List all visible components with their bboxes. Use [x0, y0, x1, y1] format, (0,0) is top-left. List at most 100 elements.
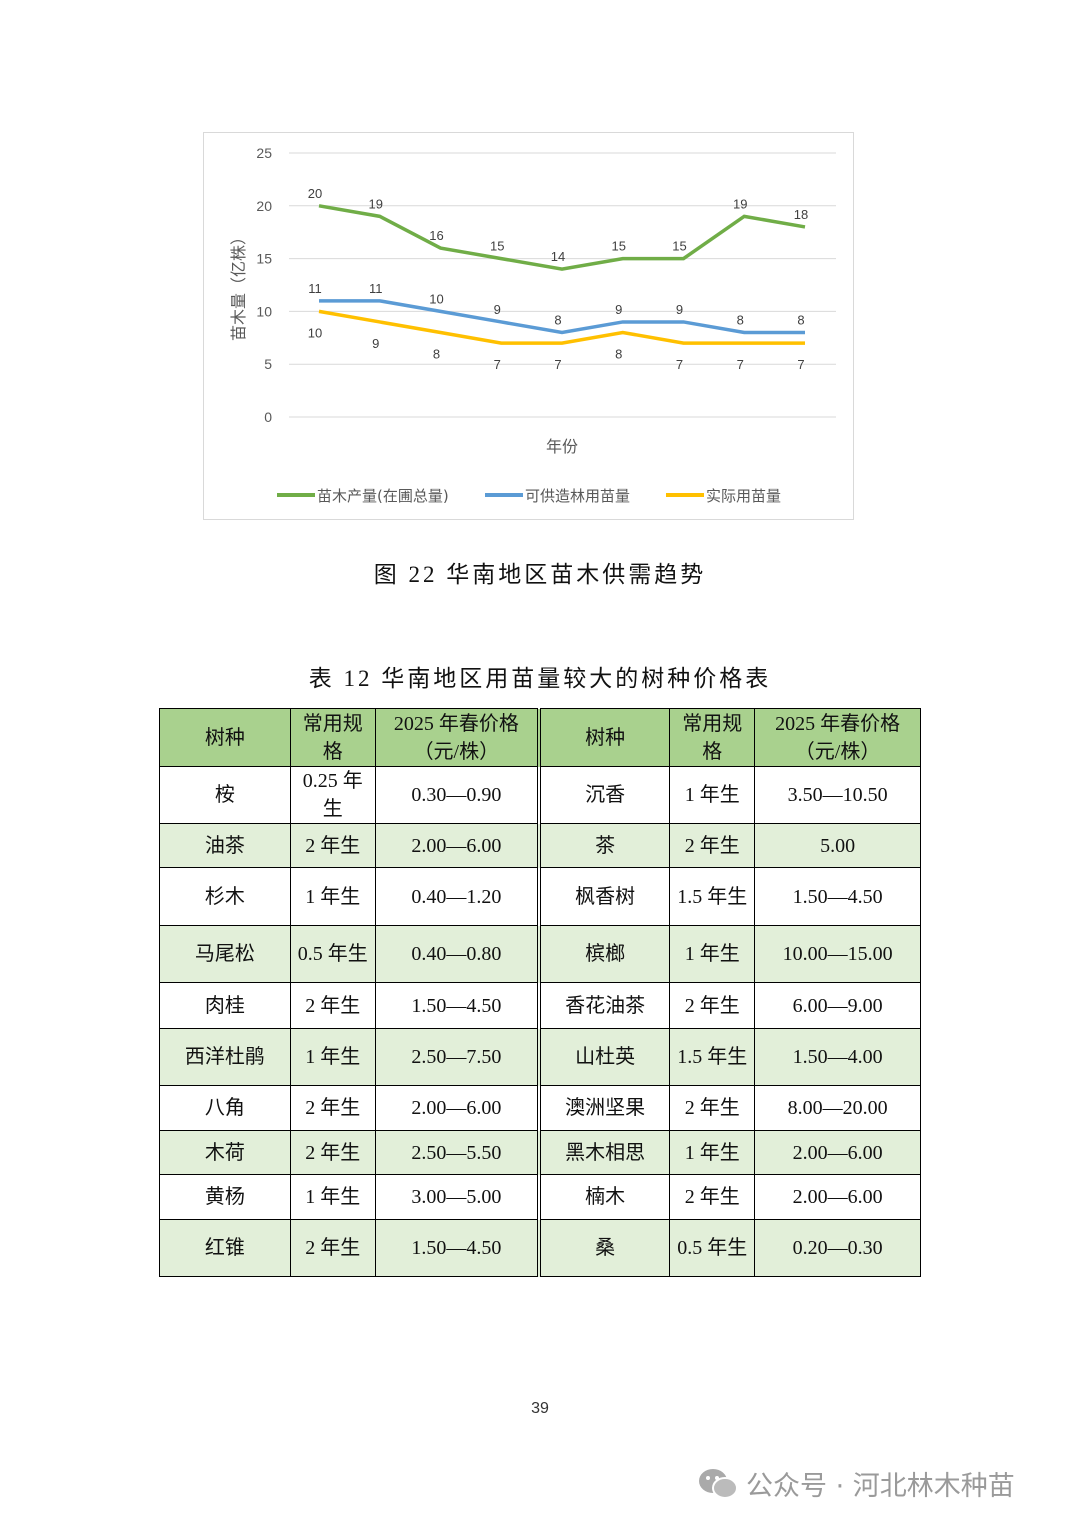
data-label: 16 [429, 228, 443, 243]
data-label: 7 [494, 357, 501, 372]
legend-label: 可供造林用苗量 [525, 487, 630, 505]
table-row: 油茶 2 年生 2.00—6.00 茶 2 年生 5.00 [159, 823, 921, 868]
table-cell: 黄杨 [159, 1174, 291, 1220]
table-cell: 8.00—20.00 [754, 1085, 921, 1131]
data-label: 9 [676, 302, 683, 317]
table-row: 杉木 1 年生 0.40—1.20 枫香树 1.5 年生 1.50—4.50 [159, 867, 921, 926]
table-cell: 桉 [159, 766, 291, 824]
table-cell: 1 年生 [669, 925, 756, 983]
table-cell: 澳洲坚果 [538, 1085, 671, 1131]
series-line [319, 299, 805, 335]
table-cell: 0.40—1.20 [374, 867, 541, 926]
table-cell: 木荷 [159, 1130, 291, 1175]
table-cell: 2 年生 [289, 1219, 376, 1277]
header-cell: 树种 [159, 708, 291, 767]
table-header-row: 树种 常用规格 2025 年春价格（元/株） 树种 常用规格 2025 年春价格（元/株） [159, 708, 921, 767]
table-cell: 1 年生 [289, 867, 376, 926]
table-row: 红锥 2 年生 1.50—4.50 桑 0.5 年生 0.20—0.30 [159, 1219, 921, 1277]
table-row: 马尾松 0.5 年生 0.40—0.80 槟榔 1 年生 10.00—15.00 [159, 925, 921, 983]
header-cell: 常用规格 [289, 708, 376, 767]
data-label: 11 [369, 281, 383, 296]
data-label: 20 [308, 186, 322, 201]
data-label: 7 [554, 357, 561, 372]
data-label: 11 [308, 281, 322, 296]
table-cell: 1.5 年生 [669, 1028, 756, 1086]
table-cell: 2.50—7.50 [374, 1028, 541, 1086]
table-cell: 黑木相思 [538, 1130, 671, 1175]
table-cell: 马尾松 [159, 925, 291, 983]
data-label: 15 [612, 239, 626, 254]
table-cell: 槟榔 [538, 925, 671, 983]
series-line [318, 309, 805, 345]
table-cell: 0.5 年生 [669, 1219, 756, 1277]
table-row: 黄杨 1 年生 3.00—5.00 楠木 2 年生 2.00—6.00 [159, 1174, 921, 1220]
data-label: 8 [615, 347, 622, 362]
data-label: 9 [494, 302, 501, 317]
legend-label: 苗木产量(在圃总量) [317, 487, 449, 505]
table-cell: 2 年生 [289, 1085, 376, 1131]
table-cell: 0.40—0.80 [374, 925, 541, 983]
table-cell: 红锥 [159, 1219, 291, 1277]
data-label: 7 [797, 357, 804, 372]
table-cell: 1 年生 [289, 1028, 376, 1086]
y-tick-label: 5 [264, 356, 272, 372]
data-label: 8 [797, 313, 804, 328]
legend-label: 实际用苗量 [706, 487, 781, 505]
table-cell: 2 年生 [289, 823, 376, 868]
table-caption: 表 12 华南地区用苗量较大的树种价格表 [308, 666, 772, 691]
data-label: 15 [490, 239, 504, 254]
table-row: 桉 0.25 年生 0.30—0.90 沉香 1 年生 3.50—10.50 [159, 766, 921, 824]
header-cell: 常用规格 [669, 708, 756, 767]
table-cell: 1 年生 [289, 1174, 376, 1220]
y-tick-label: 20 [256, 198, 272, 214]
table-cell: 肉桂 [159, 982, 291, 1029]
y-axis-label: 苗木量（亿株） [229, 229, 248, 341]
data-label: 10 [429, 291, 443, 306]
table-cell: 1 年生 [669, 766, 756, 824]
table-cell: 杉木 [159, 867, 291, 926]
data-label: 8 [433, 347, 440, 362]
table-cell: 枫香树 [538, 867, 671, 926]
watermark: 公众号 · 河北林木种苗 [698, 1464, 1015, 1503]
table-cell: 3.00—5.00 [374, 1174, 541, 1220]
table-cell: 2 年生 [669, 1174, 756, 1220]
table-row: 肉桂 2 年生 1.50—4.50 香花油茶 2 年生 6.00—9.00 [159, 982, 921, 1029]
page-number: 39 [531, 1400, 549, 1417]
figure-caption: 图 22 华南地区苗木供需趋势 [373, 562, 707, 587]
table-cell: 楠木 [538, 1174, 671, 1220]
watermark-text: 公众号 · 河北林木种苗 [746, 1471, 1015, 1502]
table-cell: 1.50—4.00 [754, 1028, 921, 1086]
table-cell: 0.25 年生 [289, 766, 376, 824]
table-cell: 西洋杜鹃 [159, 1028, 291, 1086]
y-tick-label: 15 [256, 251, 272, 267]
data-label: 19 [369, 196, 383, 211]
table-cell: 2.50—5.50 [374, 1130, 541, 1175]
table-cell: 0.20—0.30 [754, 1219, 921, 1277]
table-cell: 山杜英 [538, 1028, 671, 1086]
x-axis-label: 年份 [546, 437, 578, 456]
data-label: 7 [737, 357, 744, 372]
table-cell: 10.00—15.00 [754, 925, 921, 983]
table-cell: 沉香 [538, 766, 671, 824]
header-cell: 2025 年春价格（元/株） [374, 708, 541, 767]
data-label: 15 [672, 239, 686, 254]
table-cell: 0.30—0.90 [374, 766, 541, 824]
table-cell: 2 年生 [669, 982, 756, 1029]
table-cell: 6.00—9.00 [754, 982, 921, 1029]
data-label: 19 [733, 196, 747, 211]
data-label: 9 [615, 302, 622, 317]
table-cell: 1.50—4.50 [374, 1219, 541, 1277]
table-cell: 油茶 [159, 823, 291, 868]
table-cell: 香花油茶 [538, 982, 671, 1029]
table-cell: 桑 [538, 1219, 671, 1277]
table-cell: 八角 [159, 1085, 291, 1131]
price-table: 树种 常用规格 2025 年春价格（元/株） 树种 常用规格 2025 年春价格（元/株）… [159, 708, 921, 1277]
table-cell: 2 年生 [289, 1130, 376, 1175]
table-row: 木荷 2 年生 2.50—5.50 黑木相思 1 年生 2.00—6.00 [159, 1130, 921, 1175]
y-tick-label: 0 [264, 409, 272, 425]
data-label: 14 [551, 249, 565, 264]
line-chart: 0 5 10 15 20 25 苗木量（亿株） 年份 20 19 16 15 14 15 15 19 18 11 1… [229, 145, 836, 505]
table-cell: 2.00—6.00 [754, 1130, 921, 1175]
y-tick-label: 25 [256, 145, 272, 161]
table-cell: 3.50—10.50 [754, 766, 921, 824]
